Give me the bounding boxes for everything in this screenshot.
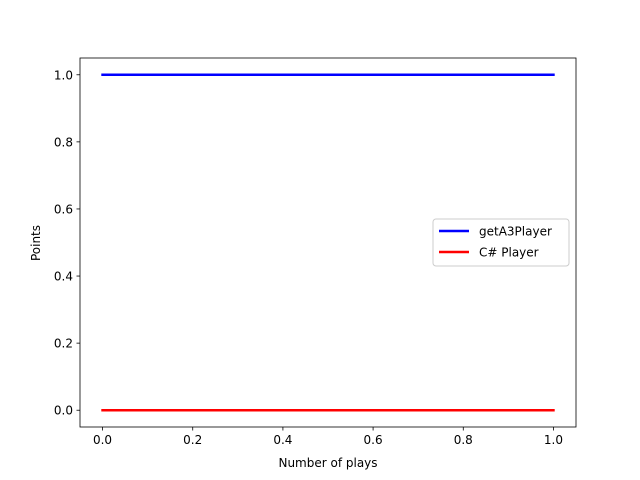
x-tick-label: 0.0 — [93, 433, 112, 447]
x-tick-label: 0.8 — [454, 433, 473, 447]
legend: getA3Player C# Player — [432, 218, 570, 267]
legend-label-getA3Player: getA3Player — [479, 225, 552, 239]
x-tick-label: 0.4 — [273, 433, 292, 447]
x-axis: 0.0 0.2 0.4 0.6 0.8 1.0 — [93, 427, 563, 447]
x-axis-title: Number of plays — [278, 456, 377, 470]
legend-label-csharp-player: C# Player — [479, 246, 539, 260]
y-axis: 0.0 0.2 0.4 0.6 0.8 1.0 — [54, 68, 80, 418]
series-layer — [101, 73, 555, 412]
x-tick-label: 0.6 — [364, 433, 383, 447]
y-tick-label: 0.0 — [54, 404, 73, 418]
y-tick-label: 0.6 — [54, 202, 73, 216]
plot-frame — [79, 57, 577, 428]
x-tick-label: 1.0 — [544, 433, 563, 447]
y-tick-label: 1.0 — [54, 68, 73, 82]
y-tick-label: 0.8 — [54, 135, 73, 149]
y-tick-label: 0.4 — [54, 270, 73, 284]
y-axis-title: Points — [29, 225, 43, 261]
y-tick-label: 0.2 — [54, 337, 73, 351]
x-tick-label: 0.2 — [183, 433, 202, 447]
